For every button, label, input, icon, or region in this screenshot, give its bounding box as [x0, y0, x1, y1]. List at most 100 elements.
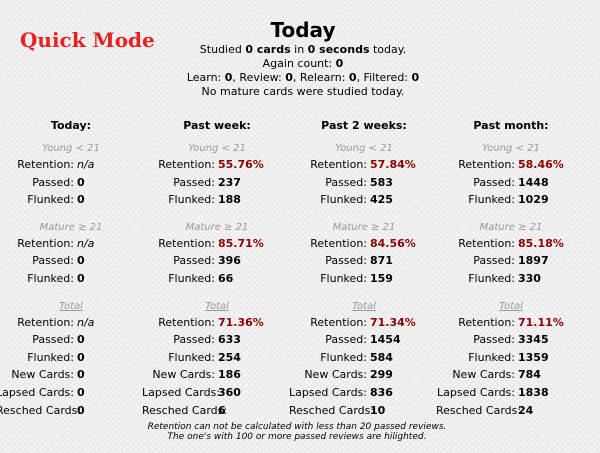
stat-label: Passed: [325, 254, 367, 268]
stat-label: New Cards: [452, 368, 515, 382]
stat-value: 0 [77, 350, 85, 364]
stat-label: Retention: [158, 158, 215, 171]
footer-note: Retention can not be calculated with les… [0, 422, 594, 442]
stat-row-lapsed_cards: Lapsed Cards: 360 [142, 384, 292, 402]
stat-value: 55.76% [218, 158, 264, 171]
relearn-value: 0 [348, 71, 357, 84]
stat-row-passed: Passed: 237 [142, 174, 292, 192]
stat-row-lapsed_cards: Lapsed Cards: 0 [0, 384, 146, 402]
stat-value: 58.46% [518, 158, 564, 171]
stat-label: Passed: [473, 254, 515, 268]
stat-value: 1359 [518, 350, 549, 364]
section-label-total: Total [499, 300, 523, 312]
stat-value: 784 [518, 368, 541, 382]
section-label-young: Young < 21 [482, 143, 540, 154]
stat-value: 633 [218, 333, 241, 347]
stat-label: Flunked: [27, 350, 74, 364]
stat-row-flunked: Flunked: 584 [289, 349, 439, 367]
stat-row-retention: Retention: n/a [0, 235, 146, 253]
studied-cards: 0 cards [245, 43, 291, 56]
stat-value: 71.11% [518, 315, 564, 329]
stat-row-lapsed_cards: Lapsed Cards: 836 [289, 384, 439, 402]
stat-value: 360 [218, 385, 241, 399]
stats-column-0: Today: Young < 21 Retention: n/a Passed: 0 Flu… [0, 118, 146, 419]
stat-row-retention: Retention: 71.11% [436, 314, 586, 332]
stat-value: 0 [77, 175, 85, 189]
stat-label: Retention: [158, 236, 215, 250]
stat-label: Retention: [17, 158, 74, 171]
stat-value: 0 [77, 193, 85, 207]
stat-label: Retention: [158, 315, 215, 329]
stat-row-passed: Passed: 1448 [436, 174, 586, 192]
stat-row-new_cards: New Cards: 299 [289, 366, 439, 384]
stat-row-resched_cards: Resched Cards: 10 [289, 402, 439, 420]
stat-row-retention: Retention: 85.18% [436, 235, 586, 253]
stat-row-passed: Passed: 1454 [289, 331, 439, 349]
stat-row-flunked: Flunked: 159 [289, 270, 439, 288]
stat-row-flunked: Flunked: 188 [142, 191, 292, 209]
stat-label: Passed: [32, 254, 74, 268]
column-header: Past week: [183, 119, 251, 132]
stat-label: New Cards: [11, 368, 74, 382]
stat-row-passed: Passed: 871 [289, 252, 439, 270]
stat-value: 1454 [370, 333, 401, 347]
stat-row-retention: Retention: n/a [0, 314, 146, 332]
stat-row-passed: Passed: 633 [142, 331, 292, 349]
stat-value: 396 [218, 254, 241, 268]
stat-row-passed: Passed: 1897 [436, 252, 586, 270]
stat-label: Retention: [310, 158, 367, 171]
stat-label: Resched Cards: [142, 403, 228, 417]
stat-value: 57.84% [370, 158, 416, 171]
section-label-young: Young < 21 [335, 143, 393, 154]
stat-value: 0 [77, 271, 85, 285]
stat-row-retention: Retention: 85.71% [142, 235, 292, 253]
filtered-value: 0 [411, 71, 420, 84]
today-summary: Today Studied 0 cards in 0 seconds today… [0, 17, 600, 99]
stat-label: Retention: [458, 158, 515, 171]
relearn-label: , Relearn: [292, 71, 349, 84]
mature-note: No mature cards were studied today. [201, 85, 405, 98]
stat-value: 299 [370, 368, 393, 382]
stat-row-flunked: Flunked: 1359 [436, 349, 586, 367]
stat-row-passed: Passed: 0 [0, 174, 146, 192]
stat-value: 85.71% [218, 236, 264, 250]
stat-value: 0 [77, 254, 85, 268]
stat-value: 186 [218, 368, 241, 382]
stat-label: Lapsed Cards: [437, 385, 515, 399]
stat-value: 0 [77, 403, 85, 417]
stat-value: 237 [218, 175, 241, 189]
stat-row-flunked: Flunked: 0 [0, 191, 146, 209]
stat-label: Passed: [473, 175, 515, 189]
stat-label: Flunked: [168, 193, 215, 207]
section-label-mature: Mature ≥ 21 [39, 221, 103, 233]
stat-value: n/a [77, 158, 95, 171]
stat-value: n/a [77, 315, 95, 329]
stat-label: Passed: [173, 254, 215, 268]
stat-label: Passed: [325, 333, 367, 347]
stat-label: Resched Cards: [289, 403, 375, 417]
stat-row-retention: Retention: n/a [0, 156, 146, 174]
stat-row-passed: Passed: 3345 [436, 331, 586, 349]
stat-label: New Cards: [152, 368, 215, 382]
stat-row-passed: Passed: 0 [0, 252, 146, 270]
stat-label: Flunked: [320, 271, 367, 285]
stat-row-flunked: Flunked: 0 [0, 349, 146, 367]
stat-label: Flunked: [468, 350, 515, 364]
section-label-mature: Mature ≥ 21 [479, 221, 543, 233]
footer-line-1: Retention can not be calculated with les… [147, 422, 447, 432]
stat-value: 0 [77, 368, 85, 382]
stat-row-new_cards: New Cards: 0 [0, 366, 146, 384]
stat-label: New Cards: [304, 368, 367, 382]
stats-column-3: Past month: Young < 21 Retention: 58.46% Pas… [436, 118, 586, 419]
stat-value: 583 [370, 175, 393, 189]
studied-suffix: today. [369, 43, 407, 56]
studied-line: Studied 0 cards in 0 seconds today. [0, 43, 600, 57]
stat-value: 188 [218, 193, 241, 207]
stat-value: 66 [218, 271, 234, 285]
stat-label: Retention: [458, 315, 515, 329]
learn-value: 0 [224, 71, 233, 84]
stat-label: Lapsed Cards: [0, 385, 74, 399]
studied-prefix: Studied [199, 43, 246, 56]
stat-row-retention: Retention: 57.84% [289, 156, 439, 174]
stat-value: 159 [370, 271, 393, 285]
